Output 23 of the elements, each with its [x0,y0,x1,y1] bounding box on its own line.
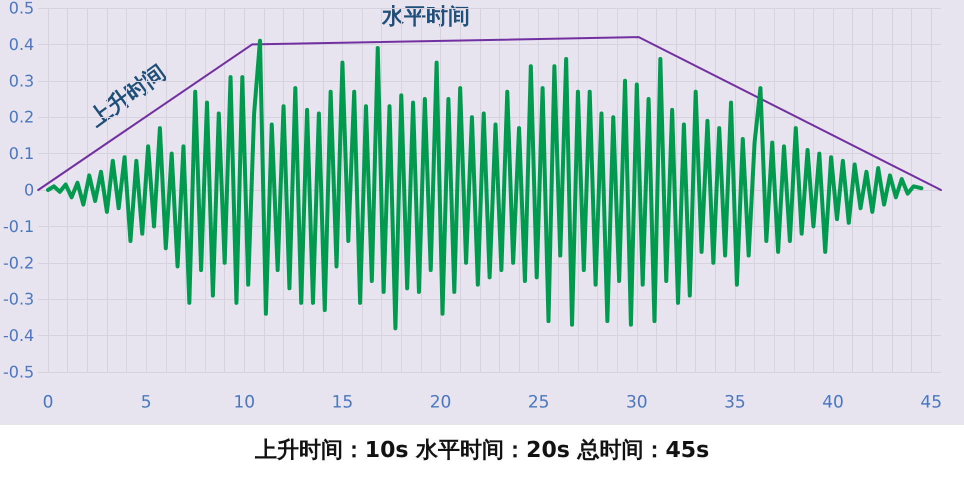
x-tick-label: 45 [920,392,942,412]
x-tick-label: 35 [724,392,746,412]
line-series [46,38,924,330]
x-tick-label: 15 [332,392,354,412]
y-tick-label: 0.3 [8,71,34,90]
y-tick-label: 0.1 [8,144,34,164]
y-tick-label: -0.5 [3,362,34,382]
y-tick-label: -0.4 [3,326,34,346]
y-tick-label: 0 [24,180,34,200]
x-tick-label: 30 [626,392,648,412]
y-tick-label: -0.3 [3,290,34,309]
x-tick-label: 0 [42,392,54,412]
y-tick-label: -0.2 [3,253,34,272]
text: 上升时间：10s 水平时间：20s 总时间：45s [254,437,710,465]
y-tick-label: 0.4 [8,34,34,54]
x-tick-label: 10 [233,392,256,412]
x-tick-label: 25 [528,392,550,412]
y-tick-label: -0.1 [3,216,34,236]
x-tick-label: 40 [822,392,844,412]
y-tick-label: 0.2 [8,108,34,127]
x-tick-label: 5 [140,392,152,412]
y-tick-label: 0.5 [8,0,34,18]
x-tick-label: 20 [430,392,452,412]
